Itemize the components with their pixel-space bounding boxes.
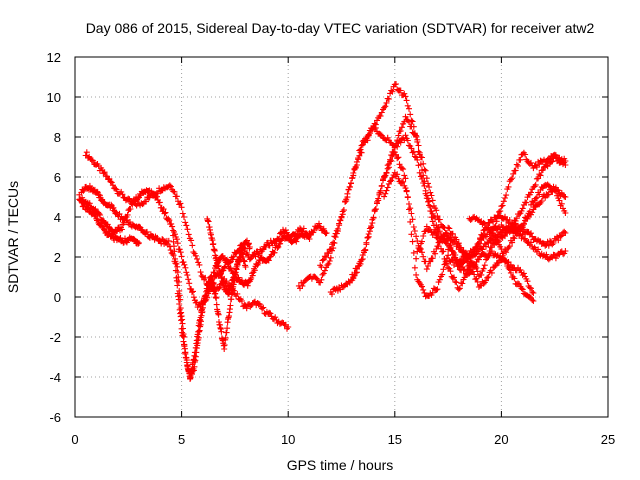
series-track-7: [295, 81, 537, 296]
x-tick-label: 20: [494, 432, 508, 447]
y-tick-label: 12: [47, 50, 61, 65]
series-track-14: [487, 149, 569, 242]
series-markers: [204, 215, 253, 298]
series-markers: [295, 81, 537, 296]
y-axis-label: SDTVAR / TECUs: [5, 181, 21, 293]
plot-frame: [74, 56, 609, 418]
series-markers: [413, 212, 569, 293]
series-markers: [349, 149, 569, 300]
y-tick-label: 6: [54, 170, 61, 185]
x-tick-label: 15: [388, 432, 402, 447]
x-axis-label: GPS time / hours: [287, 457, 394, 473]
y-tick-label: 2: [54, 250, 61, 265]
x-tick-label: 0: [71, 432, 78, 447]
y-tick-label: -2: [49, 330, 61, 345]
series-track-11: [381, 169, 569, 290]
series-track-6: [204, 215, 253, 298]
x-tick-label: 10: [281, 432, 295, 447]
x-tick-label: 5: [178, 432, 185, 447]
series-markers: [76, 196, 142, 247]
series-track-4: [78, 182, 313, 381]
series-markers: [78, 182, 313, 381]
series-track-12: [413, 212, 569, 293]
series-track-13: [466, 213, 537, 304]
grid: [75, 57, 608, 417]
series-markers: [466, 213, 537, 304]
axis-ticks: 0 5 10 15 20 25 -6 -4 -2 0 2 4 6 8 10 12: [47, 50, 616, 447]
chart-title: Day 086 of 2015, Sidereal Day-to-day VTE…: [86, 20, 595, 36]
y-tick-label: 4: [54, 210, 61, 225]
y-tick-label: 0: [54, 290, 61, 305]
series-markers: [487, 149, 569, 242]
y-tick-label: 10: [47, 90, 61, 105]
y-tick-label: -6: [49, 410, 61, 425]
series-track-3: [76, 196, 142, 247]
plot-area: [76, 81, 569, 382]
series-markers: [381, 169, 569, 290]
series-track-10: [349, 149, 569, 300]
y-tick-label: 8: [54, 130, 61, 145]
x-tick-label: 25: [601, 432, 615, 447]
y-tick-label: -4: [49, 370, 61, 385]
